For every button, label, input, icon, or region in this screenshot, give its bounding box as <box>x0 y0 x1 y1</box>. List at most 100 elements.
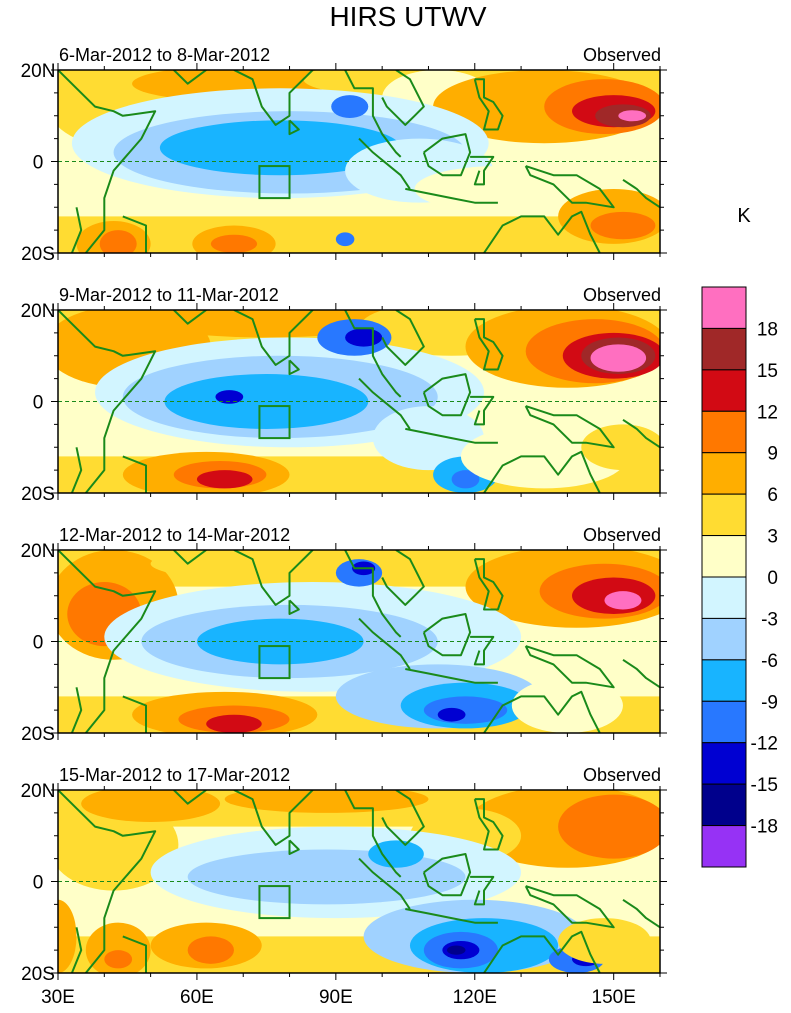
x-tick-label: 120E <box>453 987 497 1008</box>
colorbar-label: -9 <box>761 692 778 713</box>
coastline <box>58 70 157 253</box>
contour-region <box>206 714 262 733</box>
panel-4: 20N 0 20S 15-Mar-2012 to 17-Mar-2012 Observe… <box>21 765 667 985</box>
colorbar-label: 0 <box>767 568 778 589</box>
coastline <box>358 377 411 430</box>
coastline <box>122 215 147 253</box>
contour-region <box>581 424 660 471</box>
coastline <box>381 790 425 846</box>
colorbar-box <box>701 327 747 371</box>
coastlines <box>58 310 660 493</box>
panel-3: 20N 0 20S 12-Mar-2012 to 14-Mar-2012 Observe… <box>21 525 667 745</box>
coastline <box>622 658 660 689</box>
coastline <box>473 798 504 851</box>
coastline <box>483 450 601 493</box>
contour-region <box>187 936 234 964</box>
coastline <box>58 790 157 973</box>
coastline <box>58 550 157 733</box>
panel-1: 20N 0 20S 6-Mar-2012 to 8-Mar-2012 Observed <box>21 45 667 265</box>
colorbar-box <box>701 617 747 661</box>
coastline <box>173 550 207 565</box>
coastline <box>470 395 495 426</box>
coastline <box>358 617 411 670</box>
x-tick-label: 90E <box>319 987 353 1008</box>
colorbar-label: 15 <box>757 361 778 382</box>
contour-region <box>81 790 221 823</box>
colorbar-label: -15 <box>751 775 778 796</box>
coastline <box>524 165 615 209</box>
coastline <box>473 318 504 371</box>
region-box <box>258 885 291 920</box>
colorbar-box <box>701 659 747 702</box>
coastline <box>405 427 498 444</box>
coastline <box>288 359 300 376</box>
coastline <box>122 695 147 733</box>
panel-date-label: 6-Mar-2012 to 8-Mar-2012 <box>59 45 270 65</box>
colorbar-label: 18 <box>757 319 778 340</box>
coastline <box>381 310 425 366</box>
contour-region <box>414 166 582 212</box>
panel-date-label: 9-Mar-2012 to 11-Mar-2012 <box>59 285 279 305</box>
contour-field <box>58 550 660 733</box>
x-tick-label: 150E <box>592 987 636 1008</box>
coastline <box>483 210 601 253</box>
panel-tag-label: Observed <box>583 45 661 65</box>
colorbar-box <box>701 742 747 785</box>
coastline <box>422 373 472 417</box>
panel-tag-label: Observed <box>583 765 661 785</box>
coastlines <box>58 550 660 733</box>
coastline <box>70 927 83 973</box>
coastline <box>233 310 314 366</box>
contour-field <box>58 310 660 493</box>
contour-region <box>437 707 466 722</box>
coastline <box>358 857 411 910</box>
coastline <box>622 178 660 209</box>
colorbar: 18 15 12 9 6 3 0 -3 -6 -9 -12 -15 -18 <box>701 286 778 868</box>
colorbar-label: -6 <box>761 651 778 672</box>
coastline <box>70 687 83 733</box>
colorbar-box <box>701 410 747 454</box>
y-tick-label: 20S <box>21 964 55 985</box>
coastline <box>524 885 615 929</box>
contour-region <box>590 344 647 372</box>
coastline <box>524 645 615 689</box>
colorbar-label: 9 <box>767 444 778 465</box>
contour-region <box>215 390 244 404</box>
y-tick-label: 20N <box>21 781 56 802</box>
coastline <box>288 839 300 855</box>
contour-region <box>104 950 133 969</box>
contour-region <box>372 406 485 471</box>
contour-region <box>58 899 77 973</box>
coastline <box>288 599 300 615</box>
coastline <box>288 119 300 136</box>
coastline <box>473 78 504 131</box>
panel-tag-label: Observed <box>583 525 661 545</box>
contour-region <box>210 234 258 253</box>
contour-region <box>446 945 466 955</box>
contour-region <box>558 918 651 964</box>
region-box <box>258 645 291 680</box>
panel-date-label: 15-Mar-2012 to 17-Mar-2012 <box>59 765 290 785</box>
colorbar-box <box>701 452 747 495</box>
contour-region <box>618 110 647 122</box>
coastline <box>422 853 472 897</box>
coastline <box>70 447 83 493</box>
contour-region <box>99 230 137 253</box>
region-box <box>258 405 291 440</box>
panel-date-label: 12-Mar-2012 to 14-Mar-2012 <box>59 525 290 545</box>
colorbar-label: 3 <box>767 527 778 548</box>
contour-region <box>604 591 642 610</box>
coastline <box>405 668 498 684</box>
colorbar-box <box>701 535 747 578</box>
contour-region <box>423 696 508 724</box>
colorbar-box <box>701 369 747 412</box>
contour-region <box>196 470 253 489</box>
coastline <box>58 310 157 493</box>
coastline <box>470 875 495 906</box>
coastline <box>344 310 402 398</box>
region-box <box>258 165 291 200</box>
y-tick-label: 0 <box>33 873 44 894</box>
colorbar-box <box>701 286 747 329</box>
